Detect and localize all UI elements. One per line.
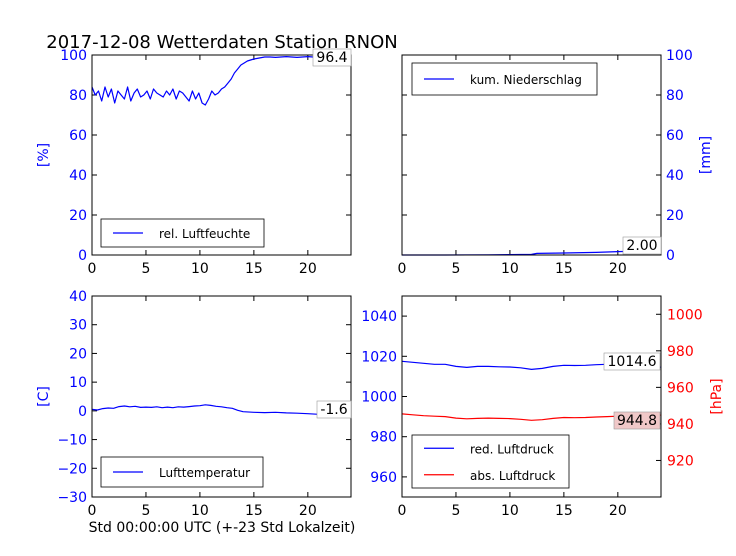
value-annotation: 2.00 xyxy=(626,238,657,254)
plot-frame xyxy=(401,54,662,256)
plot-frame xyxy=(91,295,352,498)
series-line-humidity-0 xyxy=(91,55,351,106)
value-annotation: 1014.6 xyxy=(608,354,657,370)
x-tick-label: 0 xyxy=(398,261,407,277)
x-tick-label: 0 xyxy=(398,503,407,519)
value-annotation: -1.6 xyxy=(320,402,347,418)
legend-box xyxy=(411,434,570,489)
y-axis-label: [%] xyxy=(36,143,52,167)
y-tick-label: 80 xyxy=(666,88,684,104)
pressure-panel: 0 5 10 15 20 960 980 1000 1020 1040 920 940 960 980 10… xyxy=(361,295,725,519)
y-tick-label: 40 xyxy=(69,289,87,305)
x-tick-label: 20 xyxy=(609,261,627,277)
y-tick-label: 60 xyxy=(69,128,87,144)
y-axis-label: [C] xyxy=(36,386,52,407)
x-tick-label: 0 xyxy=(88,261,97,277)
y-tick-label: 20 xyxy=(69,346,87,362)
y2-tick-label: 960 xyxy=(667,380,694,396)
y-tick-label: 80 xyxy=(69,88,87,104)
y-tick-label: 100 xyxy=(666,48,693,64)
x-tick-label: 5 xyxy=(451,261,460,277)
plot-frame xyxy=(401,295,662,498)
x-tick-label: 0 xyxy=(88,503,97,519)
y2-tick-label: 1000 xyxy=(667,307,703,323)
y2-tick-label: 980 xyxy=(667,344,694,360)
y-tick-label: 20 xyxy=(666,208,684,224)
x-tick-label: 5 xyxy=(451,503,460,519)
x-tick-label: 10 xyxy=(501,261,519,277)
value-annotation: 944.8 xyxy=(617,413,657,429)
y-tick-label: −10 xyxy=(57,433,87,449)
y2-axis-label: [hPa] xyxy=(709,378,725,414)
humidity-panel: 0 5 10 15 20 0 20 40 60 80 100 [%] rel. Luftfeuchte 9… xyxy=(36,48,352,277)
x-tick-label: 20 xyxy=(609,503,627,519)
y-tick-label: −20 xyxy=(57,461,87,477)
y-tick-label: 1000 xyxy=(361,390,397,406)
x-tick-label: 15 xyxy=(245,503,263,519)
y-axis-label: [mm] xyxy=(698,136,714,174)
x-tick-label: 15 xyxy=(555,261,573,277)
value-annotation-box xyxy=(613,411,661,430)
y-tick-label: 20 xyxy=(69,208,87,224)
y2-tick-label: 920 xyxy=(667,453,694,469)
value-annotation-box xyxy=(603,352,661,371)
y-tick-label: 980 xyxy=(370,430,397,446)
series-line-temperature-0 xyxy=(91,404,352,417)
series-line-precipitation-0 xyxy=(402,250,661,256)
y-tick-label: 1040 xyxy=(361,309,397,325)
figure-xlabel: Std 00:00:00 UTC (+-23 Std Lokalzeit) xyxy=(89,520,356,536)
x-tick-label: 20 xyxy=(299,261,317,277)
x-tick-label: 5 xyxy=(141,503,150,519)
y-tick-label: 10 xyxy=(69,375,87,391)
y-tick-label: 60 xyxy=(666,128,684,144)
y-tick-label: −30 xyxy=(57,490,87,506)
legend-label: abs. Luftdruck xyxy=(470,469,555,483)
value-annotation-box xyxy=(622,236,662,255)
x-tick-label: 15 xyxy=(555,503,573,519)
y-tick-label: 960 xyxy=(370,470,397,486)
value-annotation-box xyxy=(312,48,352,67)
legend-label: kum. Niederschlag xyxy=(470,73,582,87)
y-tick-label: 40 xyxy=(69,168,87,184)
y-tick-label: 40 xyxy=(666,168,684,184)
precipitation-panel: 0 5 10 15 20 0 20 40 60 80 100 [mm] kum. Niederschla… xyxy=(398,48,714,277)
y2-tick-label: 940 xyxy=(667,417,694,433)
y-tick-label: 30 xyxy=(69,318,87,334)
temperature-panel: 0 5 10 15 20 −30 −20 −10 0 10 20 30 40 [C] Lufttempera… xyxy=(36,289,352,519)
plot-frame xyxy=(91,54,352,256)
value-annotation: 96.4 xyxy=(316,50,347,66)
x-tick-label: 20 xyxy=(299,503,317,519)
x-tick-label: 15 xyxy=(245,261,263,277)
y-tick-label: 0 xyxy=(78,248,87,264)
value-annotation-box xyxy=(316,400,352,419)
y-tick-label: 0 xyxy=(78,404,87,420)
x-tick-label: 10 xyxy=(191,503,209,519)
x-tick-label: 5 xyxy=(141,261,150,277)
x-tick-label: 10 xyxy=(191,261,209,277)
legend-label: red. Luftdruck xyxy=(470,442,554,456)
legend-label: Lufttemperatur xyxy=(159,466,250,480)
x-tick-label: 10 xyxy=(501,503,519,519)
figure-title: 2017-12-08 Wetterdaten Station RNON xyxy=(46,32,397,53)
legend-label: rel. Luftfeuchte xyxy=(159,227,250,241)
y-tick-label: 100 xyxy=(60,48,87,64)
y-tick-label: 0 xyxy=(666,248,675,264)
y-tick-label: 1020 xyxy=(361,349,397,365)
